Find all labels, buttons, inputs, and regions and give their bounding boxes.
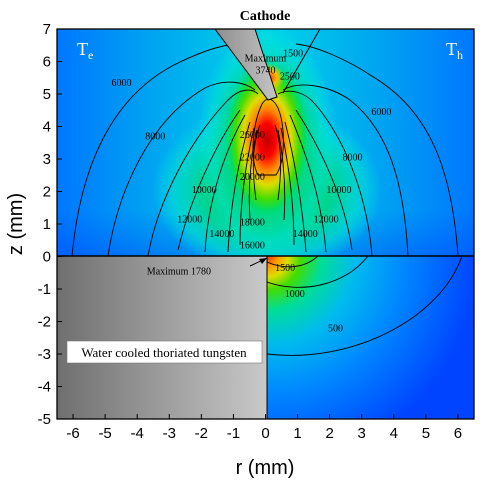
y-tick-label: 0 <box>43 249 51 266</box>
anode-block <box>56 255 268 420</box>
chart-title: Cathode <box>240 9 291 24</box>
contour-label: 500 <box>328 323 343 334</box>
x-axis-title: r (mm) <box>236 457 295 479</box>
y-tick-label: 2 <box>43 184 51 201</box>
y-tick-label: -2 <box>38 314 51 331</box>
contour-label: 26000 <box>240 130 265 141</box>
x-tick-label: -2 <box>195 425 208 442</box>
contour-label: 22000 <box>240 153 265 164</box>
contour-line-16000 <box>227 121 307 253</box>
heavy-particle-temperature-label: Th <box>446 39 463 62</box>
contour-line-6000 <box>71 43 459 256</box>
x-tick-label: 2 <box>325 425 333 442</box>
electron-temperature-label: Te <box>77 39 93 62</box>
x-tick-label: -6 <box>66 425 79 442</box>
y-tick-label: 1 <box>43 216 51 233</box>
contour-line-14000 <box>204 114 327 253</box>
contour-line-500 <box>267 256 463 356</box>
anode-maximum-arrowhead <box>259 258 267 264</box>
x-tick-label: 4 <box>390 425 398 442</box>
contour-label: 14000 <box>293 229 318 240</box>
y-tick-label: 7 <box>43 21 51 38</box>
lower-field <box>267 256 474 419</box>
contour-line-26000 <box>252 98 284 176</box>
x-tick-label: -3 <box>163 425 176 442</box>
annotation-label: Maximum 1780 <box>147 266 211 277</box>
contour-lines-lower <box>267 256 463 356</box>
y-tick-label: 6 <box>43 54 51 71</box>
contour-line-8000 <box>107 81 409 256</box>
y-tick-label: -3 <box>38 346 51 363</box>
x-tick-label: 6 <box>454 425 462 442</box>
x-tick-label: 3 <box>358 425 366 442</box>
contour-label: 6000 <box>371 107 391 118</box>
y-axis-title: z (mm) <box>5 193 27 255</box>
y-axis: -5 -4 -3 -2 -1 0 1 2 3 4 5 6 7 <box>38 21 62 428</box>
contour-label: 18000 <box>240 218 265 229</box>
contour-label: 2500 <box>280 71 300 82</box>
y-tick-label: -5 <box>38 411 51 428</box>
anode-label-box <box>66 340 263 364</box>
contour-labels: 1500 2500 6000 8000 26000 22000 20000 10000 1200… <box>112 49 392 335</box>
contour-line-10000 <box>147 89 373 256</box>
contour-line-1500 <box>267 256 319 268</box>
x-tick-label: -5 <box>98 425 111 442</box>
x-tick-label: 5 <box>422 425 430 442</box>
x-tick-label: 0 <box>261 425 269 442</box>
contour-label: 16000 <box>240 240 265 251</box>
contour-label: 12000 <box>177 214 202 225</box>
contour-line-1000 <box>267 256 369 288</box>
annotation-label: 3740 <box>256 66 276 77</box>
anode-label: Water cooled thoriated tungsten <box>81 345 247 360</box>
cathode-right-edge <box>282 28 321 94</box>
contour-line-12000 <box>177 109 353 251</box>
contour-label: 8000 <box>342 153 362 164</box>
contour-label: 1000 <box>285 289 305 300</box>
contour-label: 1500 <box>275 263 295 274</box>
contour-label: 10000 <box>326 185 351 196</box>
contour-label: 12000 <box>314 214 339 225</box>
x-tick-label: 1 <box>293 425 301 442</box>
contour-label: 8000 <box>145 132 165 143</box>
x-tick-label: -1 <box>227 425 240 442</box>
contour-label: 1500 <box>283 49 303 60</box>
contour-label: 10000 <box>192 185 217 196</box>
y-tick-label: 5 <box>43 86 51 103</box>
contour-label: 6000 <box>112 78 132 89</box>
y-tick-label: -1 <box>38 281 51 298</box>
y-tick-label: 4 <box>43 119 51 136</box>
x-axis: -6 -5 -4 -3 -2 -1 0 1 2 3 4 5 6 <box>66 414 462 442</box>
contour-lines <box>71 43 459 256</box>
plasma-core <box>223 58 311 222</box>
y-tick-label: -4 <box>38 379 51 396</box>
y-tick-label: 3 <box>43 151 51 168</box>
contour-label: 14000 <box>209 229 234 240</box>
annotation-label: Maximum <box>245 54 287 65</box>
contour-line-20000 <box>248 129 286 221</box>
contour-label: 20000 <box>240 172 265 183</box>
x-tick-label: -4 <box>131 425 144 442</box>
